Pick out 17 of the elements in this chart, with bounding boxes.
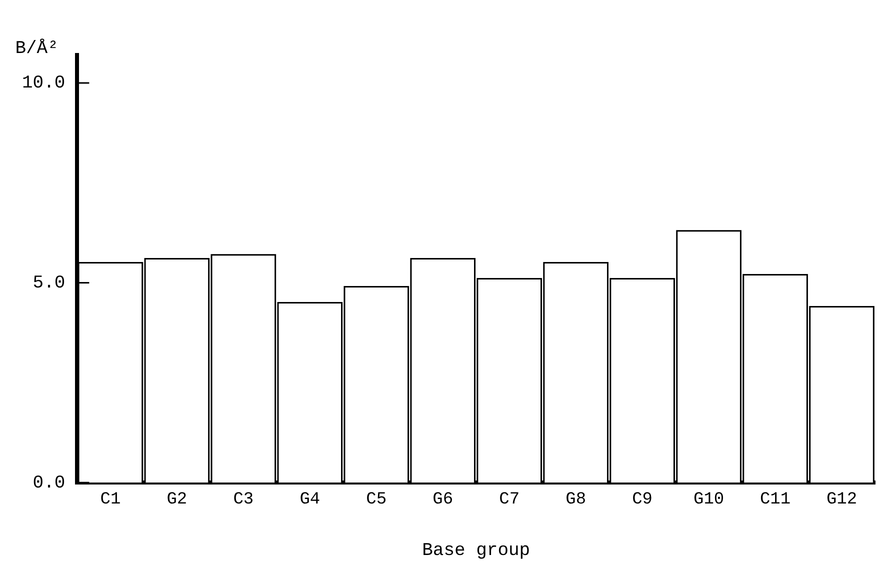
x-tick-label: G4 xyxy=(300,490,320,510)
y-tick-label: 10.0 xyxy=(22,74,66,94)
x-tick-label: G8 xyxy=(566,490,586,510)
x-tick-label: C3 xyxy=(233,490,254,510)
y-tick-label: 5.0 xyxy=(32,274,66,294)
x-tick-label: G6 xyxy=(432,490,454,510)
x-tick-label: C7 xyxy=(499,490,520,510)
x-tick-label: C11 xyxy=(760,490,791,510)
x-tick-label: G2 xyxy=(166,490,188,510)
x-tick-label: C1 xyxy=(100,490,121,510)
x-tick-label: C5 xyxy=(366,490,387,510)
x-tick-label: G12 xyxy=(826,490,858,510)
x-tick-label: C9 xyxy=(632,490,653,510)
y-tick-label: 0.0 xyxy=(32,473,66,494)
y-axis-title: B/Å² xyxy=(15,38,58,59)
x-tick-label: G10 xyxy=(693,490,724,510)
x-axis-title: Base group xyxy=(422,540,530,561)
